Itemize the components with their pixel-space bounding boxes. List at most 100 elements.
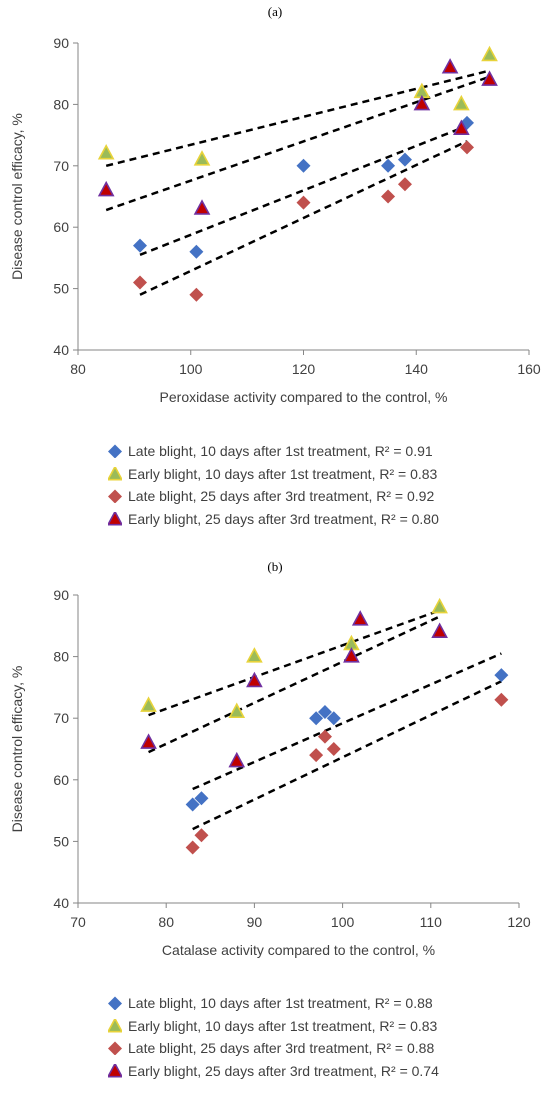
point-series-2 — [189, 287, 204, 302]
point-series-0 — [309, 711, 324, 726]
point-series-1 — [228, 702, 246, 719]
point-series-1 — [246, 647, 263, 663]
y-tick-label: 50 — [53, 281, 69, 297]
point-series-2 — [317, 729, 332, 744]
point-series-1 — [97, 144, 115, 160]
triangle-marker-icon — [108, 1018, 122, 1033]
point-series-2 — [133, 275, 148, 290]
legend-label: Early blight, 25 days after 3rd treatmen… — [128, 510, 439, 527]
point-series-0 — [133, 238, 148, 253]
trendline-series-2 — [192, 680, 502, 831]
y-tick-label: 70 — [53, 710, 69, 726]
point-series-0 — [397, 152, 412, 167]
trendline-series-1 — [148, 609, 441, 717]
point-series-3 — [193, 199, 211, 215]
point-series-1 — [481, 45, 498, 62]
point-series-3 — [431, 622, 448, 638]
y-tick-label: 80 — [53, 649, 69, 665]
legend-item: Early blight, 25 days after 3rd treatmen… — [108, 508, 439, 531]
point-series-1 — [193, 150, 211, 166]
x-tick-label: 80 — [70, 361, 86, 377]
legend-label: Late blight, 10 days after 1st treatment… — [128, 443, 433, 459]
x-tick-label: 160 — [517, 361, 541, 377]
point-series-0 — [296, 158, 311, 173]
point-series-0 — [459, 115, 474, 130]
y-tick-label: 90 — [53, 35, 69, 51]
legend-b: Late blight, 10 days after 1st treatment… — [108, 992, 439, 1082]
x-tick-label: 80 — [158, 914, 174, 930]
point-series-2 — [494, 692, 509, 707]
point-series-0 — [194, 791, 209, 806]
x-axis-title: Catalase activity compared to the contro… — [162, 942, 435, 958]
x-tick-label: 90 — [247, 914, 263, 930]
y-tick-label: 60 — [53, 772, 69, 788]
point-series-1 — [431, 597, 448, 614]
point-series-2 — [326, 742, 341, 756]
y-tick-label: 70 — [53, 158, 69, 174]
point-series-0 — [381, 158, 396, 173]
point-series-3 — [246, 671, 263, 688]
point-series-2 — [185, 840, 200, 855]
point-series-0 — [185, 797, 200, 812]
legend-label: Early blight, 25 days after 3rd treatmen… — [128, 1062, 439, 1079]
scatter-plot-a: 40 50 60 70 80 90 80 100 120 140 160 Peroxidase act… — [9, 35, 541, 405]
x-tick-label: 70 — [70, 914, 86, 930]
x-tick-label: 120 — [507, 914, 531, 930]
legend-a: Late blight, 10 days after 1st treatment… — [108, 440, 439, 530]
legend-item: Early blight, 10 days after 1st treatmen… — [108, 463, 439, 486]
point-series-0 — [326, 711, 341, 726]
point-series-3 — [97, 180, 115, 197]
point-series-2 — [381, 189, 396, 204]
legend-item: Early blight, 10 days after 1st treatmen… — [108, 1015, 439, 1038]
legend-label: Early blight, 10 days after 1st treatmen… — [128, 1017, 438, 1034]
y-tick-label: 80 — [53, 96, 69, 112]
scatter-plot-b: 40 50 60 70 80 90 70 80 90 100 110 120 Catalase acti… — [9, 587, 531, 958]
point-series-0 — [494, 668, 509, 683]
panel-label-a: (a) — [267, 4, 283, 19]
y-axis-title: Disease control efficacy, % — [9, 666, 25, 833]
x-axis-title: Peroxidase activity compared to the cont… — [160, 389, 448, 405]
point-series-0 — [189, 244, 204, 259]
trendline-series-0 — [192, 652, 502, 791]
point-series-3 — [351, 610, 369, 626]
x-tick-label: 140 — [405, 361, 429, 377]
legend-label: Early blight, 10 days after 1st treatmen… — [128, 465, 438, 482]
diamond-marker-icon — [108, 996, 122, 1011]
point-series-2 — [309, 748, 324, 763]
legend-item: Late blight, 25 days after 3rd treatment… — [108, 1037, 439, 1060]
y-tick-label: 50 — [53, 833, 69, 849]
diamond-marker-icon — [108, 1041, 122, 1056]
point-series-0 — [317, 705, 332, 720]
point-series-3 — [140, 733, 157, 749]
point-series-3 — [453, 119, 470, 135]
legend-item: Late blight, 25 days after 3rd treatment… — [108, 485, 439, 508]
chart-panel-a: 40 50 60 70 80 90 80 100 120 140 160 Peroxidase act… — [0, 0, 550, 550]
y-axis-title: Disease control efficacy, % — [9, 113, 25, 280]
point-series-2 — [194, 828, 209, 843]
legend-label: Late blight, 25 days after 3rd treatment… — [128, 1040, 435, 1056]
y-tick-label: 40 — [53, 895, 69, 911]
trendline-series-1 — [105, 69, 490, 168]
trendline-series-2 — [139, 140, 468, 296]
y-tick-label: 90 — [53, 587, 69, 603]
trendline-series-3 — [105, 75, 490, 212]
trendline-series-3 — [148, 615, 441, 754]
x-tick-label: 100 — [331, 914, 355, 930]
point-series-3 — [481, 70, 498, 86]
point-series-1 — [453, 94, 470, 111]
diamond-marker-icon — [108, 444, 122, 459]
point-series-2 — [397, 177, 412, 192]
chart-panel-b: 40 50 60 70 80 90 70 80 90 100 110 120 Catalase acti… — [0, 555, 550, 1103]
point-series-3 — [441, 58, 459, 74]
point-series-2 — [459, 140, 474, 155]
point-series-3 — [228, 751, 246, 768]
trendline-series-0 — [139, 124, 468, 256]
triangle-marker-icon — [108, 466, 122, 481]
triangle-marker-icon — [108, 1063, 122, 1078]
point-series-3 — [343, 647, 360, 663]
legend-label: Late blight, 10 days after 1st treatment… — [128, 995, 433, 1011]
legend-label: Late blight, 25 days after 3rd treatment… — [128, 488, 435, 504]
y-tick-label: 40 — [53, 342, 69, 358]
point-series-1 — [140, 696, 157, 712]
panel-label-b: (b) — [267, 559, 283, 574]
